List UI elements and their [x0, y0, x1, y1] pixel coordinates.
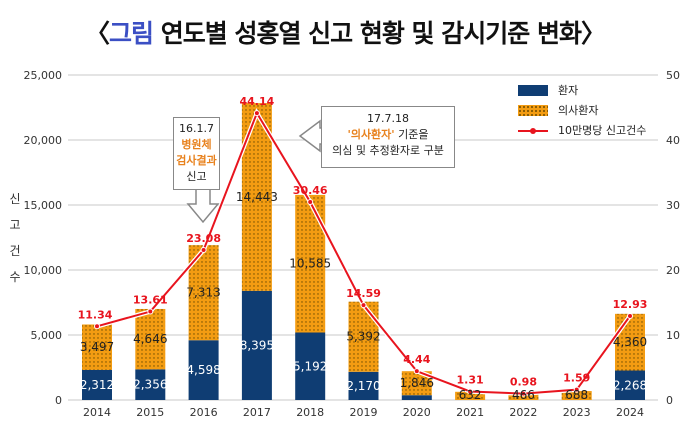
bar-label-suspected: 4,646 — [133, 332, 167, 346]
bar-suspected — [348, 301, 379, 372]
x-tick-label: 2020 — [403, 406, 431, 419]
rate-label: 1.59 — [563, 372, 590, 385]
rate-label: 30.46 — [293, 184, 328, 197]
x-tick-label: 2014 — [83, 406, 111, 419]
rate-point — [94, 323, 100, 330]
legend: 환자 의사환자 10만명당 신고건수 — [518, 80, 646, 140]
bar-suspected — [135, 308, 166, 370]
rate-point — [200, 246, 207, 253]
bar-label-suspected: 632 — [459, 388, 482, 402]
bar-label-suspected: 5,392 — [346, 330, 380, 344]
rate-label: 1.31 — [457, 373, 484, 386]
y-axis-label-char: 건 — [9, 244, 21, 258]
x-tick-label: 2015 — [136, 406, 164, 419]
rate-point — [307, 199, 314, 206]
bar-suspected — [82, 324, 112, 370]
bar-label-suspected: 1,846 — [400, 376, 434, 390]
bar-patient — [295, 332, 326, 400]
note-2017-box: 17.7.18 '의사환자' 기준을 의심 및 추정환자로 구분 — [321, 106, 455, 168]
bar-patient — [241, 290, 272, 400]
rate-label: 12.93 — [613, 298, 648, 311]
bar-label-suspected: 14,443 — [236, 190, 278, 204]
rate-point — [520, 390, 527, 397]
y-right-tick-label: 0 — [666, 394, 673, 407]
note-2016-box: 16.1.7 병원체 검사결과 신고 — [173, 117, 220, 190]
bar-patient — [82, 369, 112, 400]
legend-swatch-line — [518, 125, 548, 136]
rate-point — [147, 308, 154, 315]
rate-point — [573, 386, 580, 393]
y-tick-label: 20,000 — [24, 134, 63, 147]
bar-label-patient: 4,598 — [186, 363, 220, 377]
y-axis-label-char: 고 — [9, 218, 21, 232]
rate-label: 23.08 — [186, 232, 221, 245]
bar-label-patient: 5,192 — [293, 359, 327, 373]
x-tick-label: 2018 — [296, 406, 324, 419]
y-axis-label-char: 신 — [9, 192, 21, 206]
bar-label-patient: 8,395 — [240, 338, 274, 352]
rate-label: 11.34 — [78, 308, 113, 321]
legend-swatch-navy — [518, 84, 548, 96]
rate-point — [360, 302, 367, 309]
y-tick-label: 15,000 — [24, 199, 63, 212]
bar-patient — [615, 370, 645, 400]
bar-suspected — [455, 391, 486, 400]
y-tick-label: 25,000 — [24, 69, 63, 82]
bar-patient — [348, 371, 379, 400]
rate-point — [627, 312, 633, 319]
bar-patient — [188, 340, 219, 400]
x-tick-label: 2022 — [509, 406, 537, 419]
bar-suspected — [401, 371, 432, 396]
bar-patient — [135, 369, 166, 400]
rate-point — [467, 388, 474, 395]
y-tick-label: 10,000 — [24, 264, 63, 277]
y-right-tick-label: 20 — [666, 264, 680, 277]
bar-suspected — [561, 391, 592, 400]
x-tick-label: 2016 — [190, 406, 218, 419]
legend-item-rate: 10만명당 신고건수 — [518, 120, 646, 140]
bar-label-suspected: 3,497 — [80, 340, 114, 354]
bar-label-suspected: 10,585 — [289, 257, 331, 271]
bar-suspected — [615, 313, 645, 371]
y-right-tick-label: 50 — [666, 69, 680, 82]
rate-label: 4.44 — [403, 353, 430, 366]
y-tick-label: 5,000 — [31, 329, 63, 342]
arrow-down-2016 — [186, 185, 220, 224]
x-tick-label: 2019 — [350, 406, 378, 419]
bar-label-suspected: 688 — [565, 388, 588, 402]
rate-label: 44.14 — [240, 95, 275, 108]
y-right-tick-label: 40 — [666, 134, 680, 147]
rate-label: 0.98 — [510, 376, 537, 389]
y-tick-label: 0 — [55, 394, 62, 407]
bar-patient — [401, 395, 432, 400]
bar-suspected — [508, 393, 539, 400]
x-tick-label: 2023 — [563, 406, 591, 419]
rate-label: 13.61 — [133, 294, 168, 307]
bar-label-suspected: 4,360 — [613, 335, 647, 349]
y-right-tick-label: 30 — [666, 199, 680, 212]
bar-label-patient: 2,356 — [133, 378, 167, 392]
bar-label-patient: 2,312 — [80, 378, 114, 392]
rate-point — [253, 110, 260, 117]
rate-label: 14.59 — [346, 287, 381, 300]
bar-label-patient: 2,170 — [346, 379, 380, 393]
rate-point — [413, 368, 420, 375]
y-axis-label-char: 수 — [9, 270, 21, 284]
x-tick-label: 2024 — [616, 406, 644, 419]
legend-item-patient: 환자 — [518, 80, 646, 100]
bar-label-suspected: 7,313 — [186, 286, 220, 300]
chart-title: 〈그림 연도별 성홍열 신고 현황 및 감시기준 변화〉 — [85, 19, 606, 48]
bar-label-patient: 2,268 — [613, 378, 647, 392]
x-tick-label: 2021 — [456, 406, 484, 419]
legend-item-suspected: 의사환자 — [518, 100, 646, 120]
y-right-tick-label: 10 — [666, 329, 680, 342]
legend-swatch-orange — [518, 104, 548, 116]
bar-label-suspected: 466 — [512, 388, 535, 402]
x-tick-label: 2017 — [243, 406, 271, 419]
